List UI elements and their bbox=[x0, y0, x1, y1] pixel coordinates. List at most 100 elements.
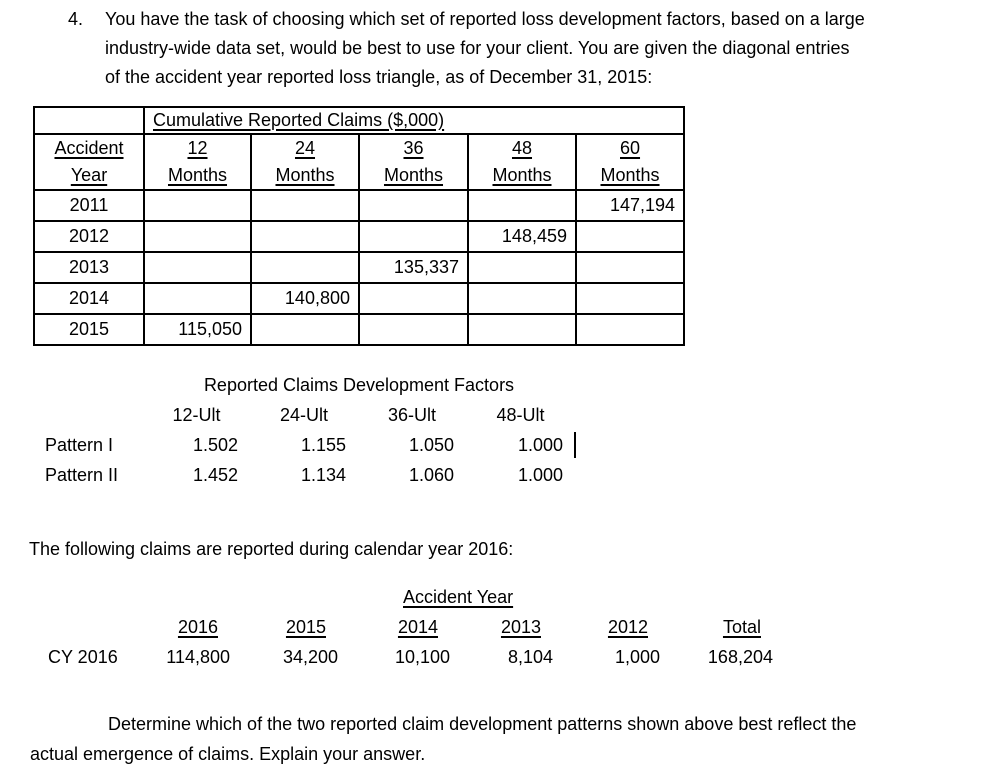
table-row: 2011 147,194 bbox=[33, 189, 686, 222]
claims-value-cell bbox=[143, 251, 252, 284]
accident-year-cell: 2013 bbox=[33, 251, 145, 284]
table-row: Pattern II 1.452 1.134 1.060 1.000 bbox=[45, 460, 575, 490]
table-row: Reported Claims Development Factors bbox=[45, 370, 575, 400]
table-row: 2013 135,337 bbox=[33, 251, 686, 284]
cy-value-cell: 168,204 bbox=[707, 646, 773, 667]
months-column-header: 60 Months bbox=[574, 133, 686, 191]
question-number: 4. bbox=[68, 9, 84, 29]
table-row: Cumulative Reported Claims ($,000) bbox=[33, 106, 686, 135]
cy-intro-paragraph: The following claims are reported during… bbox=[29, 539, 514, 559]
accident-year-column-header: Accident Year bbox=[33, 133, 145, 191]
cy-value-cell: 114,800 bbox=[166, 646, 230, 667]
accident-year-cell: 2012 bbox=[33, 220, 145, 253]
table-row: 2015 115,050 bbox=[33, 313, 686, 346]
claims-value-cell bbox=[574, 251, 686, 284]
claims-value-cell bbox=[467, 313, 577, 346]
pattern-label: Pattern I bbox=[45, 434, 114, 455]
column-header-text: Months bbox=[600, 165, 660, 185]
ay-column-header: 2012 bbox=[553, 612, 660, 642]
claims-value-cell bbox=[358, 282, 469, 315]
closing-line: Determine which of the two reported clai… bbox=[108, 714, 857, 734]
question-text: You have the task of choosing which set … bbox=[105, 5, 865, 92]
empty-cell bbox=[45, 370, 143, 400]
claims-triangle-table: Cumulative Reported Claims ($,000) Accid… bbox=[33, 106, 686, 346]
table-row: CY 2016 114,800 34,200 10,100 8,104 1,00… bbox=[48, 642, 773, 672]
months-column-header: 48 Months bbox=[467, 133, 577, 191]
table-row: Pattern I 1.502 1.155 1.050 1.000 bbox=[45, 430, 575, 460]
column-header-text: 36 bbox=[403, 138, 424, 158]
factors-title: Reported Claims Development Factors bbox=[203, 374, 515, 395]
column-header-text: 2014 bbox=[397, 616, 438, 637]
table-header-row: Accident Year 12 Months 24 Months 36 Mon… bbox=[33, 133, 686, 191]
claims-value-cell bbox=[250, 313, 360, 346]
empty-cell bbox=[48, 612, 122, 642]
cy-row-label: CY 2016 bbox=[48, 646, 118, 667]
claims-value-cell bbox=[143, 282, 252, 315]
months-column-header: 24 Months bbox=[250, 133, 360, 191]
total-column-header: Total bbox=[660, 612, 773, 642]
factor-value: 1.050 bbox=[408, 434, 454, 455]
column-header-text: 2013 bbox=[500, 616, 541, 637]
column-header-text: Months bbox=[167, 165, 228, 185]
column-header-text: 24 bbox=[294, 138, 316, 158]
claims-value-cell: 115,050 bbox=[143, 313, 252, 346]
claims-value-cell: 148,459 bbox=[467, 220, 577, 253]
column-header-text: Year bbox=[70, 165, 108, 185]
factor-column-header: 36-Ult bbox=[387, 404, 436, 425]
column-header-text: Months bbox=[383, 165, 444, 185]
question-line: of the accident year reported loss trian… bbox=[105, 67, 653, 87]
claims-value-cell: 135,337 bbox=[358, 251, 469, 284]
claims-value-cell bbox=[143, 189, 252, 222]
question-line: You have the task of choosing which set … bbox=[105, 9, 865, 29]
cy-2016-claims-table: 2016 2015 2014 2013 2012 Total CY 2016 1… bbox=[48, 612, 773, 672]
factor-column-header: 24-Ult bbox=[279, 404, 328, 425]
claims-value-cell bbox=[467, 251, 577, 284]
factor-value: 1.134 bbox=[300, 464, 346, 485]
accident-year-group-header: Accident Year bbox=[403, 587, 514, 607]
column-header-text: 2016 bbox=[177, 616, 218, 637]
months-column-header: 36 Months bbox=[358, 133, 469, 191]
factor-column-header: 48-Ult bbox=[496, 404, 545, 425]
question-paragraph: 4. You have the task of choosing which s… bbox=[68, 5, 865, 92]
claims-value-cell bbox=[358, 313, 469, 346]
factor-value: 1.000 bbox=[517, 434, 563, 455]
factor-column-header: 12-Ult bbox=[172, 404, 221, 425]
cy-value-cell: 10,100 bbox=[394, 646, 450, 667]
claims-value-cell bbox=[250, 251, 360, 284]
table-row: 2014 140,800 bbox=[33, 282, 686, 315]
cy-value-cell: 1,000 bbox=[614, 646, 660, 667]
accident-year-cell: 2011 bbox=[33, 189, 145, 222]
factor-value: 1.452 bbox=[192, 464, 238, 485]
claims-table-title: Cumulative Reported Claims ($,000) bbox=[153, 110, 445, 130]
factor-value: 1.060 bbox=[408, 464, 454, 485]
claims-value-cell bbox=[358, 189, 469, 222]
column-header-text: 12 bbox=[187, 138, 208, 158]
column-header-text: 48 bbox=[511, 138, 533, 158]
column-header-text: Accident bbox=[54, 138, 124, 158]
ay-column-header: 2016 bbox=[122, 612, 230, 642]
table-row: 2012 148,459 bbox=[33, 220, 686, 253]
table-header-row: 12-Ult 24-Ult 36-Ult 48-Ult bbox=[45, 400, 575, 430]
column-header-text: Total bbox=[722, 616, 761, 637]
factor-value: 1.000 bbox=[517, 464, 563, 485]
claims-value-cell bbox=[574, 282, 686, 315]
ay-column-header: 2015 bbox=[230, 612, 338, 642]
claims-value-cell bbox=[574, 220, 686, 253]
claims-value-cell: 147,194 bbox=[574, 189, 686, 222]
claims-value-cell bbox=[467, 189, 577, 222]
text-cursor bbox=[574, 432, 576, 458]
empty-corner-cell bbox=[33, 106, 145, 135]
column-header-text: 2015 bbox=[285, 616, 326, 637]
accident-year-cell: 2015 bbox=[33, 313, 145, 346]
development-factors-table: Reported Claims Development Factors 12-U… bbox=[45, 370, 575, 490]
claims-value-cell bbox=[250, 189, 360, 222]
claims-value-cell bbox=[358, 220, 469, 253]
months-column-header: 12 Months bbox=[143, 133, 252, 191]
claims-value-cell: 140,800 bbox=[250, 282, 360, 315]
cy-value-cell: 34,200 bbox=[282, 646, 338, 667]
claims-value-cell bbox=[143, 220, 252, 253]
factor-value: 1.155 bbox=[300, 434, 346, 455]
claims-value-cell bbox=[250, 220, 360, 253]
factor-value: 1.502 bbox=[192, 434, 238, 455]
empty-cell bbox=[45, 400, 143, 430]
